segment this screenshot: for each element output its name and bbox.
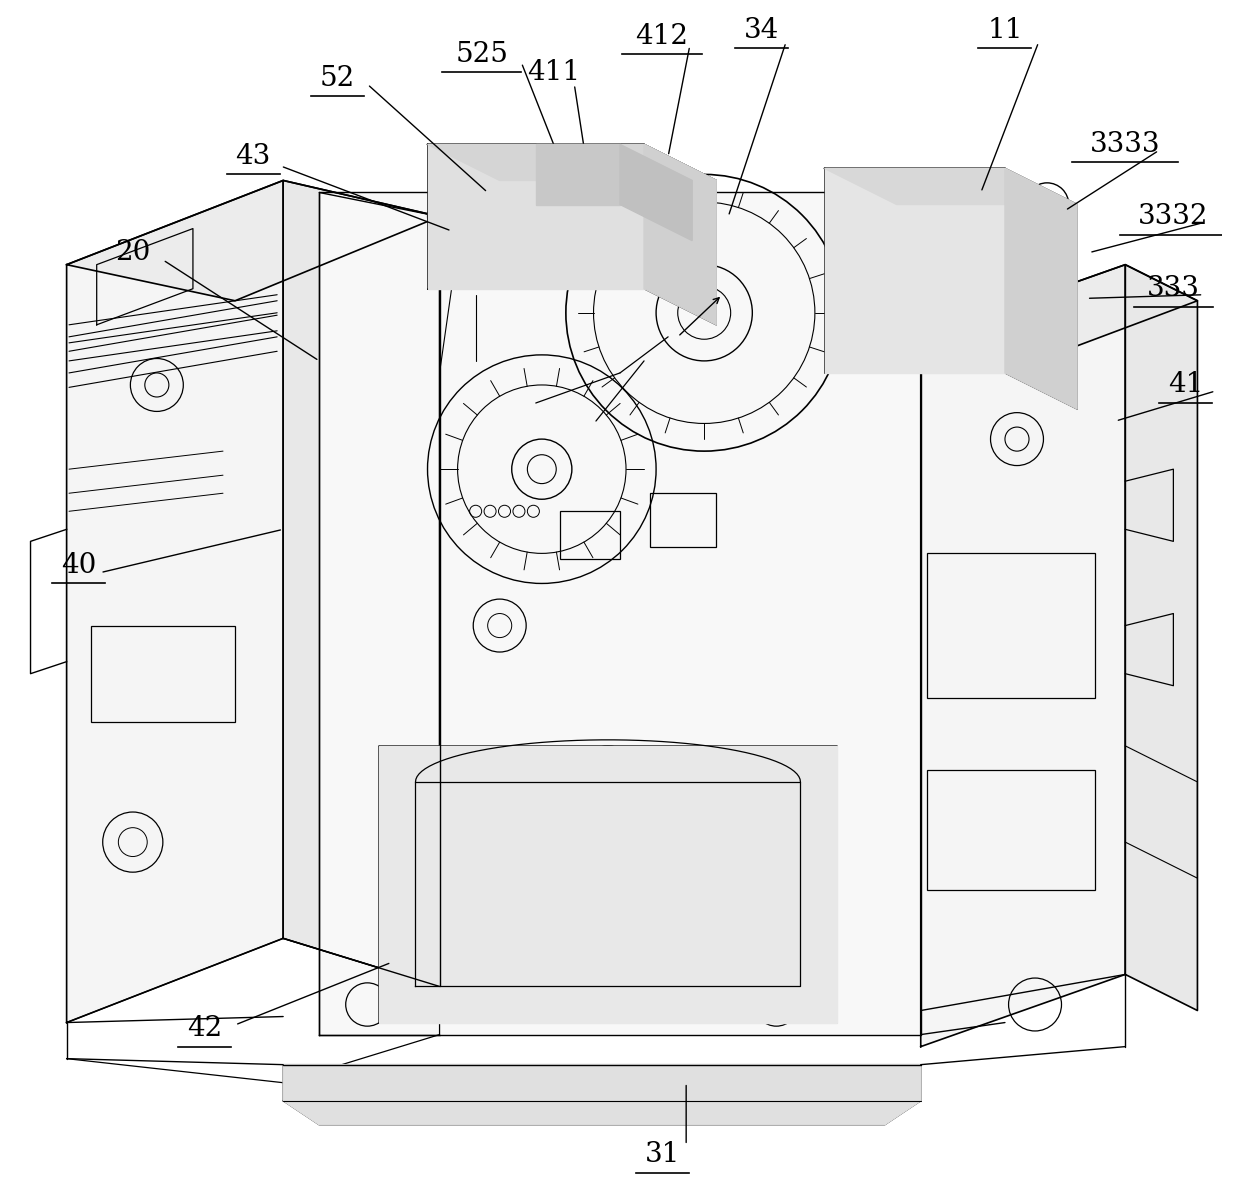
Text: 42: 42 [187, 1015, 223, 1042]
Bar [650, 493, 717, 547]
Circle shape [1025, 219, 1069, 262]
Text: 3332: 3332 [1138, 203, 1209, 230]
Text: 411: 411 [527, 59, 580, 85]
Bar [926, 553, 1095, 698]
Circle shape [599, 875, 618, 894]
Polygon shape [379, 746, 837, 1023]
Text: 3333: 3333 [1090, 131, 1161, 158]
Polygon shape [620, 144, 692, 241]
Polygon shape [319, 192, 921, 1035]
Text: 34: 34 [744, 17, 780, 43]
Text: 52: 52 [320, 65, 355, 91]
Bar [559, 511, 620, 559]
Circle shape [428, 198, 464, 235]
Text: 412: 412 [636, 23, 688, 49]
Polygon shape [536, 144, 620, 205]
Polygon shape [283, 1065, 921, 1125]
Bar [749, 950, 779, 992]
Polygon shape [825, 168, 1004, 373]
Polygon shape [428, 144, 717, 180]
Bar [91, 626, 236, 722]
Text: 31: 31 [645, 1142, 680, 1168]
Polygon shape [644, 144, 717, 325]
Text: 40: 40 [61, 552, 97, 579]
Text: 43: 43 [236, 143, 270, 170]
Polygon shape [428, 144, 644, 289]
Circle shape [1025, 183, 1069, 226]
Polygon shape [1125, 265, 1198, 1011]
Polygon shape [67, 180, 439, 301]
Polygon shape [67, 180, 283, 1023]
Text: 20: 20 [115, 239, 150, 266]
Polygon shape [283, 180, 439, 986]
Text: 333: 333 [1147, 275, 1200, 302]
Polygon shape [921, 265, 1125, 1047]
Polygon shape [921, 265, 1198, 373]
Bar [926, 770, 1095, 890]
Text: 11: 11 [987, 17, 1023, 43]
Text: 41: 41 [1168, 372, 1203, 398]
Circle shape [1025, 255, 1069, 298]
Polygon shape [1004, 168, 1078, 409]
Text: 525: 525 [455, 41, 508, 67]
Polygon shape [825, 168, 1078, 205]
